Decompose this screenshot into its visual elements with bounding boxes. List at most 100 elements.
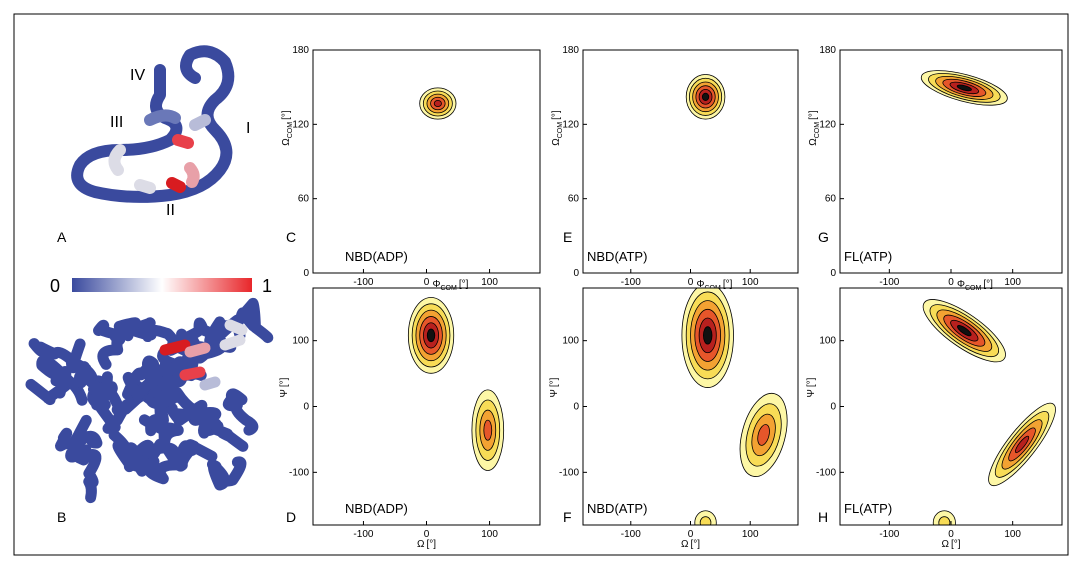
y-axis-title: Ψ[°] <box>279 377 290 397</box>
contours <box>408 297 503 470</box>
symbol: Ω <box>941 539 949 550</box>
plot-label: NBD(ATP) <box>587 249 647 264</box>
y-tick-label: 180 <box>292 45 309 56</box>
x-tick-label: 100 <box>481 529 498 540</box>
x-tick-label: -100 <box>621 529 641 540</box>
x-tick-label: -100 <box>879 529 899 540</box>
figure: -1000100060120180ΦCOM[°]ΩCOM[°]NBD(ADP)-… <box>0 0 1083 576</box>
x-axis-title: Ω[°] <box>417 539 436 550</box>
y-tick-label: 120 <box>292 119 309 130</box>
contours <box>682 283 796 534</box>
contour <box>427 329 435 342</box>
y-tick-label: 0 <box>303 402 309 413</box>
panel-letter: B <box>57 509 66 525</box>
plots: -1000100060120180ΦCOM[°]ΩCOM[°]NBD(ADP)-… <box>279 45 1065 550</box>
backbone-highlight <box>190 348 205 352</box>
plot-frame <box>313 50 540 273</box>
unit: [°] <box>808 110 819 120</box>
y-axis-title: Ψ[°] <box>549 377 560 397</box>
subscript: COM <box>814 122 821 139</box>
y-tick-label: -100 <box>289 467 309 478</box>
protein-a <box>77 51 228 197</box>
panel-letter: H <box>818 509 828 525</box>
backbone-highlight <box>205 382 215 385</box>
panel-letter: E <box>563 229 572 245</box>
panel-letter: F <box>563 509 572 525</box>
plot-label: NBD(ADP) <box>345 501 408 516</box>
backbone-highlight <box>225 340 240 345</box>
x-tick-label: 100 <box>481 277 498 288</box>
y-tick-label: 100 <box>292 336 309 347</box>
y-tick-label: 60 <box>825 194 837 205</box>
backbone <box>99 323 136 336</box>
y-axis-title: ΩCOM[°] <box>551 110 564 146</box>
unit: [°] <box>951 539 961 550</box>
y-axis-title: Ψ [°] <box>806 377 817 397</box>
x-axis-title: Ω[°] <box>681 539 700 550</box>
contour <box>939 517 950 529</box>
unit: [°] <box>281 110 292 120</box>
symbol: Ψ <box>549 389 560 397</box>
y-tick-label: 100 <box>819 336 836 347</box>
unit: [°] <box>690 539 700 550</box>
x-tick-label: 100 <box>1004 277 1021 288</box>
contours <box>686 75 725 120</box>
x-tick-label: 100 <box>1004 529 1021 540</box>
domain-label: III <box>110 114 123 131</box>
subscript: COM <box>287 122 294 139</box>
contour <box>702 93 708 100</box>
y-tick-label: 0 <box>830 268 836 279</box>
y-tick-label: 180 <box>819 45 836 56</box>
y-tick-label: 120 <box>819 119 836 130</box>
y-tick-label: 0 <box>573 402 579 413</box>
contour <box>434 100 441 106</box>
contour <box>484 420 492 440</box>
plot-label: FL(ATP) <box>844 249 892 264</box>
x-tick-label: -100 <box>879 277 899 288</box>
panel-letter: G <box>818 229 829 245</box>
unit: [°] <box>806 377 817 387</box>
y-tick-label: 120 <box>562 119 579 130</box>
backbone-highlight <box>230 325 242 330</box>
backbone <box>228 394 252 430</box>
symbol: Ω <box>417 539 425 550</box>
backbone-highlight <box>185 372 200 375</box>
x-tick-label: 0 <box>688 277 694 288</box>
symbol: Ω <box>681 539 689 550</box>
x-tick-label: 100 <box>742 529 759 540</box>
x-tick-label: 0 <box>948 277 954 288</box>
backbone <box>212 462 240 485</box>
unit: [°] <box>426 539 436 550</box>
backbone <box>73 420 97 446</box>
x-tick-label: 100 <box>742 277 759 288</box>
unit: [°] <box>279 377 290 387</box>
y-tick-label: 180 <box>562 45 579 56</box>
panel-letter: D <box>286 509 296 525</box>
y-tick-label: -100 <box>559 467 579 478</box>
x-tick-label: 0 <box>424 277 430 288</box>
contour <box>703 327 712 344</box>
y-axis-title: ΩCOM[°] <box>808 110 821 146</box>
x-axis-title: Ω[°] <box>941 539 960 550</box>
backbone-highlight <box>165 345 185 350</box>
panel-letter: C <box>286 229 296 245</box>
colorbar-min: 0 <box>50 276 60 296</box>
x-tick-label: -100 <box>353 277 373 288</box>
y-tick-label: 0 <box>303 268 309 279</box>
domain-label: II <box>166 202 175 219</box>
contour <box>700 517 711 529</box>
y-tick-label: 60 <box>298 194 310 205</box>
y-tick-label: 0 <box>830 402 836 413</box>
colorbar <box>72 278 252 292</box>
y-tick-label: 60 <box>568 194 580 205</box>
y-tick-label: 100 <box>562 336 579 347</box>
contours <box>918 63 1011 112</box>
x-tick-label: -100 <box>353 529 373 540</box>
symbol: Ψ <box>806 389 817 397</box>
panel-letter: A <box>57 229 67 245</box>
plot-label: NBD(ADP) <box>345 249 408 264</box>
x-tick-label: -100 <box>621 277 641 288</box>
plot-label: NBD(ATP) <box>587 501 647 516</box>
contours <box>420 88 456 119</box>
contours <box>915 289 1065 534</box>
